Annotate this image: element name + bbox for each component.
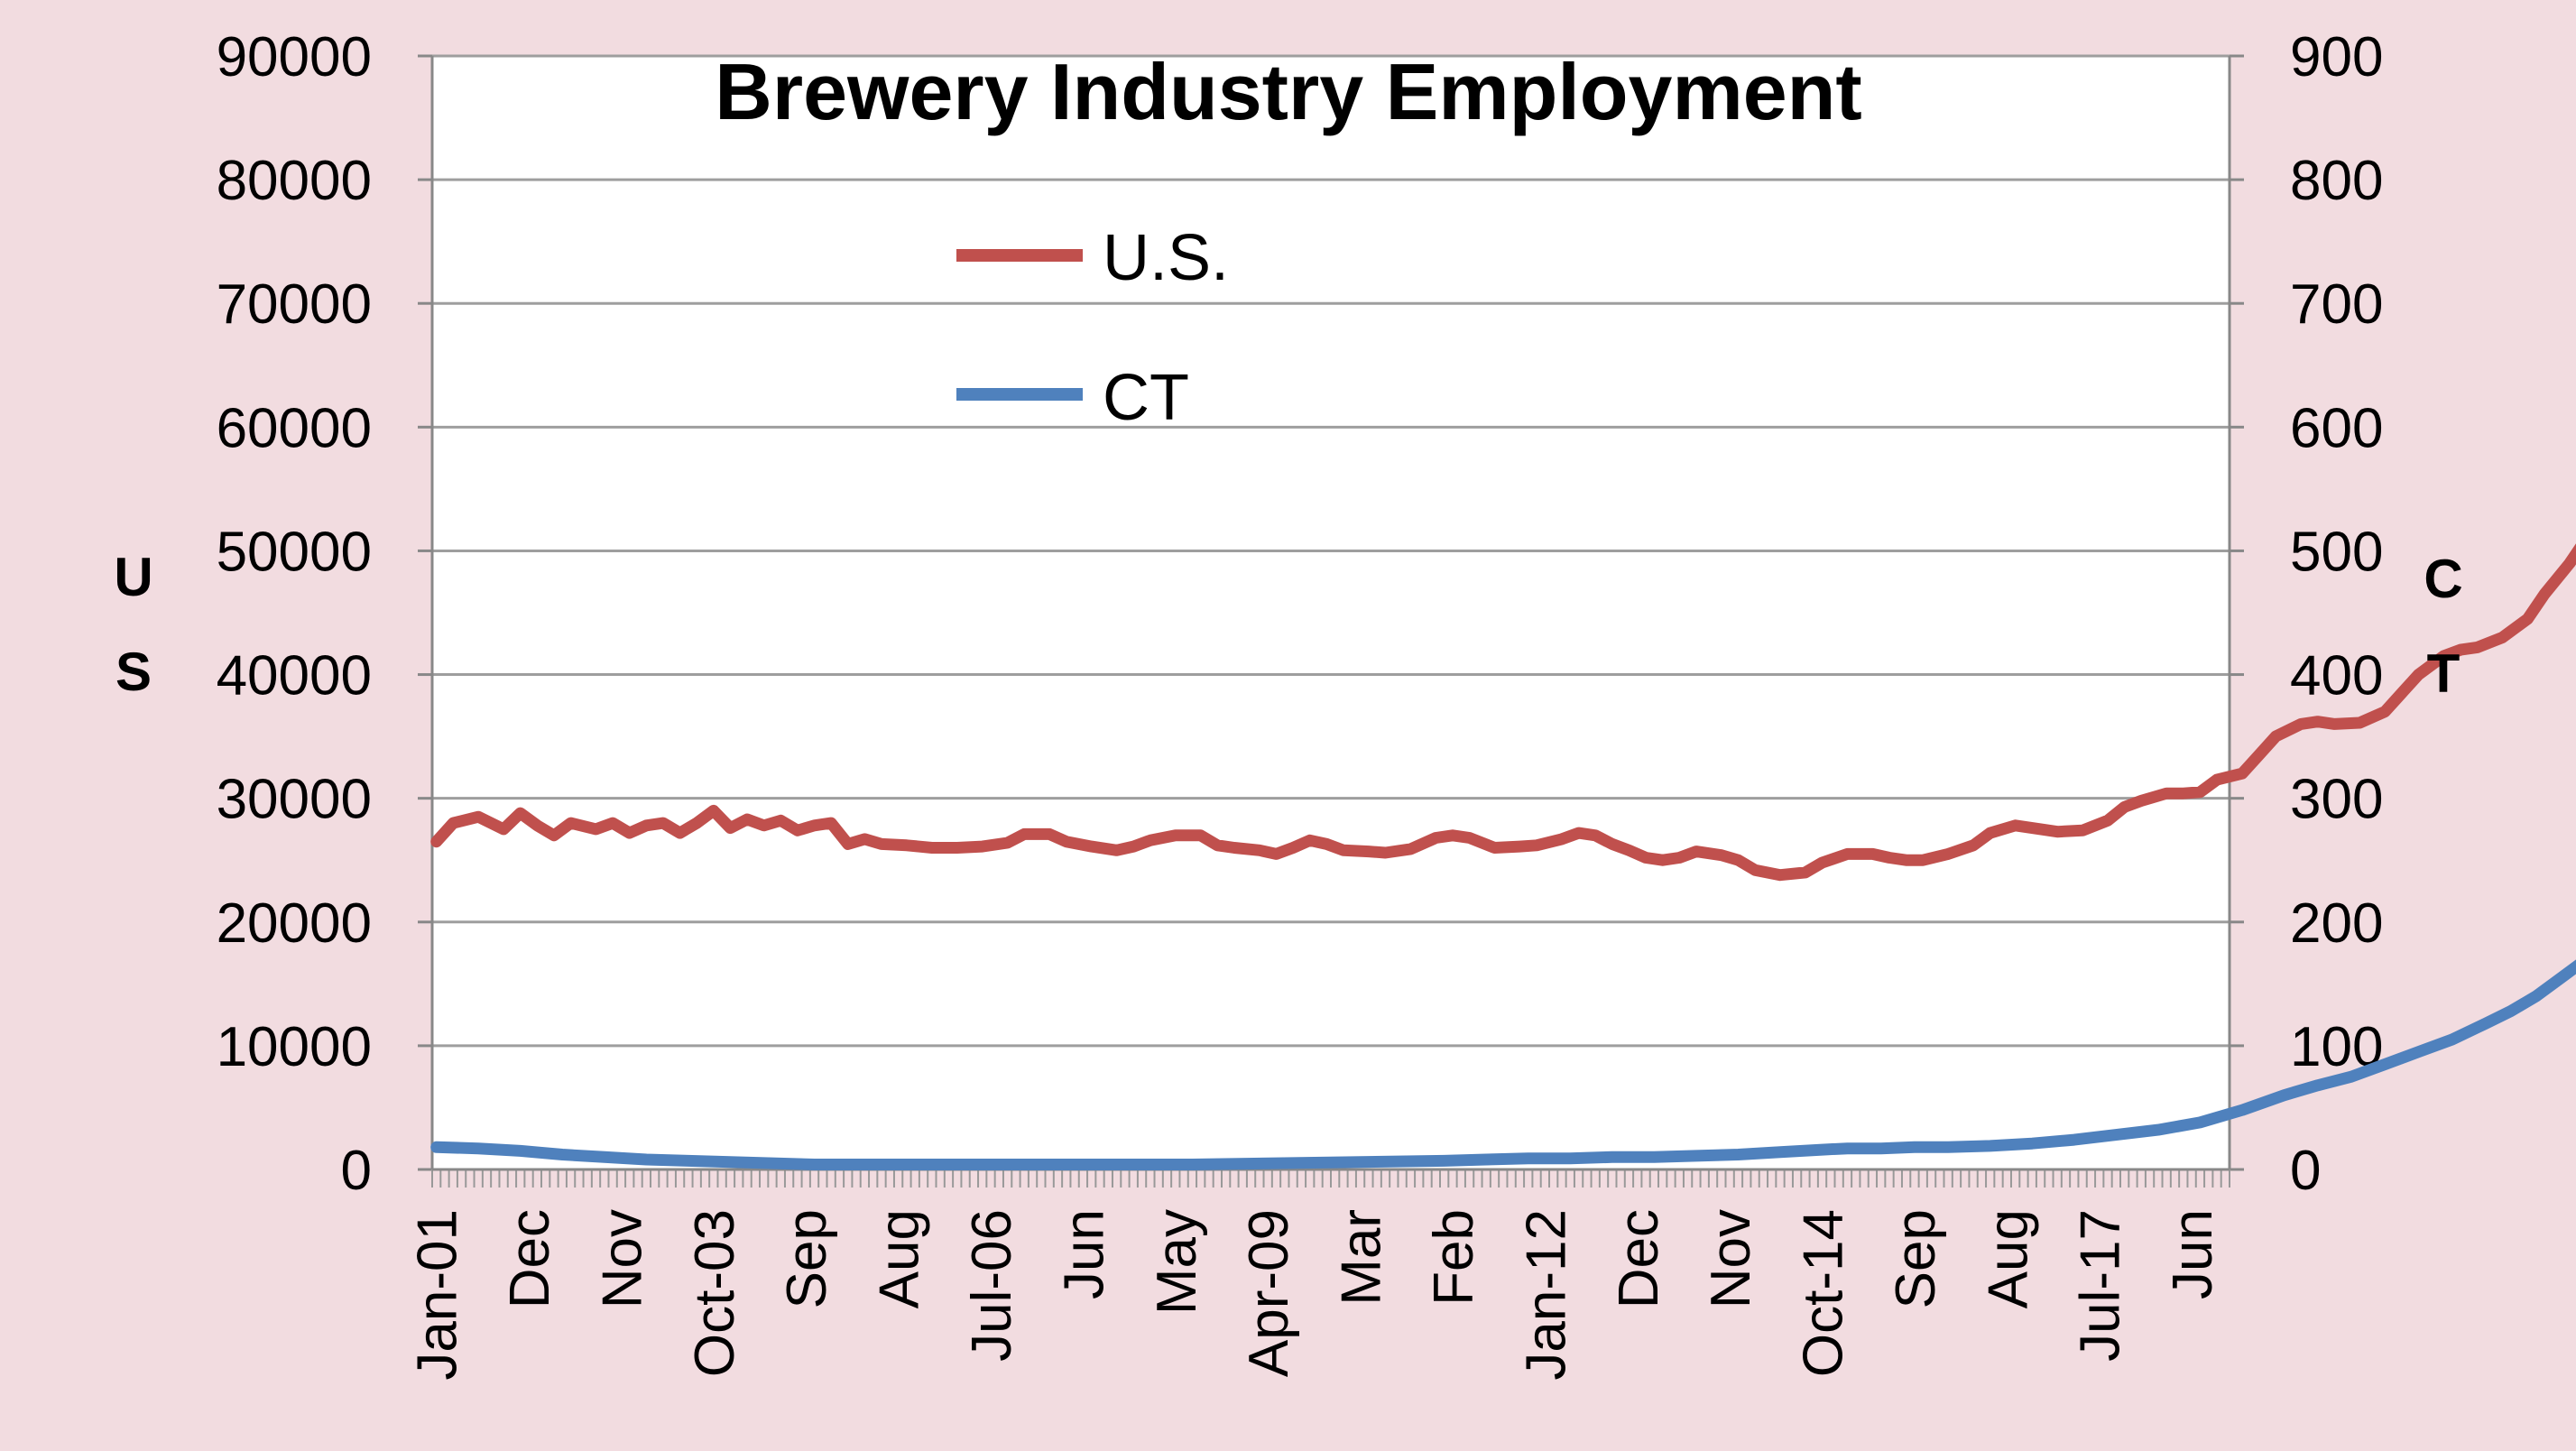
y-axis-right-tick-label: 700 [2290, 273, 2383, 336]
y-axis-right-tick-label: 600 [2290, 397, 2383, 459]
x-axis-tick-label: Sep [1885, 1209, 1947, 1308]
x-axis-tick-label: Jun [1053, 1209, 1115, 1299]
y-axis-right-tick-label: 0 [2290, 1140, 2321, 1202]
y-axis-left-tick-label: 50000 [217, 521, 372, 583]
x-axis-tick-label: May [1146, 1209, 1208, 1315]
y-axis-left-label-char-1: U [114, 547, 152, 607]
x-axis-tick-label: Aug [1977, 1209, 2039, 1308]
y-axis-right-label-char-1: C [2424, 549, 2462, 609]
y-axis-right-tick-label: 200 [2290, 892, 2383, 955]
x-axis-tick-label: Oct-03 [684, 1209, 746, 1377]
x-axis-tick-label: Sep [776, 1209, 838, 1308]
y-axis-left-tick-label: 60000 [217, 397, 372, 459]
x-axis-ticks [431, 1169, 2230, 1188]
legend: U.S. CT [956, 222, 1229, 434]
y-axis-left-label-char-2: S [115, 642, 152, 702]
x-axis-tick-label: Nov [1700, 1209, 1762, 1308]
legend-label-us: U.S. [1103, 222, 1229, 294]
y-axis-right-tick-label: 900 [2290, 26, 2383, 88]
x-axis-tick-label: Jul-17 [2070, 1209, 2132, 1362]
chart-title: Brewery Industry Employment [715, 47, 1861, 136]
x-axis-tick-label: Jan-01 [407, 1209, 469, 1381]
x-axis-labels: Jan-01 Dec Nov Oct-03 Sep Aug Jul-06 Jun May Apr-… [407, 1209, 2224, 1381]
series-line-ct [430, 959, 2576, 1170]
y-axis-right-tick-label: 300 [2290, 769, 2383, 831]
y-axis-left-labels: 0 10000 20000 30000 40000 50000 60000 70000 8000… [217, 26, 372, 1202]
series-lines [430, 543, 2576, 1170]
x-axis-tick-label: Jul-06 [961, 1209, 1023, 1362]
plot-area [432, 56, 2230, 1169]
x-axis-tick-label: Aug [869, 1209, 931, 1308]
x-axis-tick-label: Feb [1423, 1209, 1485, 1306]
legend-label-ct: CT [1103, 362, 1189, 434]
y-axis-left-tick-label: 70000 [217, 273, 372, 336]
y-axis-left-tick-label: 0 [341, 1140, 372, 1202]
series-line-us [430, 543, 2576, 882]
y-axis-right-tick-label: 800 [2290, 150, 2383, 212]
y-axis-right-label-char-2: T [2427, 643, 2461, 704]
y-axis-right-tick-label: 500 [2290, 521, 2383, 583]
x-axis-tick-label: Nov [591, 1209, 653, 1308]
x-axis-tick-label: Mar [1331, 1209, 1393, 1306]
y-axis-left-tick-label: 80000 [217, 150, 372, 212]
y-axis-left-tick-label: 10000 [217, 1016, 372, 1078]
x-axis-tick-label: Dec [499, 1209, 561, 1308]
x-axis-tick-label: Apr-09 [1238, 1209, 1300, 1377]
x-axis-tick-label: Jan-12 [1515, 1209, 1577, 1381]
x-axis-tick-label: Dec [1608, 1209, 1670, 1308]
gridlines [418, 54, 2244, 1171]
x-axis-tick-label: Jun [2162, 1209, 2224, 1299]
y-axis-left-tick-label: 30000 [217, 769, 372, 831]
y-axis-right-tick-label: 400 [2290, 645, 2383, 707]
x-axis-tick-label: Oct-14 [1793, 1209, 1855, 1377]
y-axis-left-tick-label: 40000 [217, 645, 372, 707]
y-axis-left-tick-label: 90000 [217, 26, 372, 88]
y-axis-left-tick-label: 20000 [217, 892, 372, 955]
